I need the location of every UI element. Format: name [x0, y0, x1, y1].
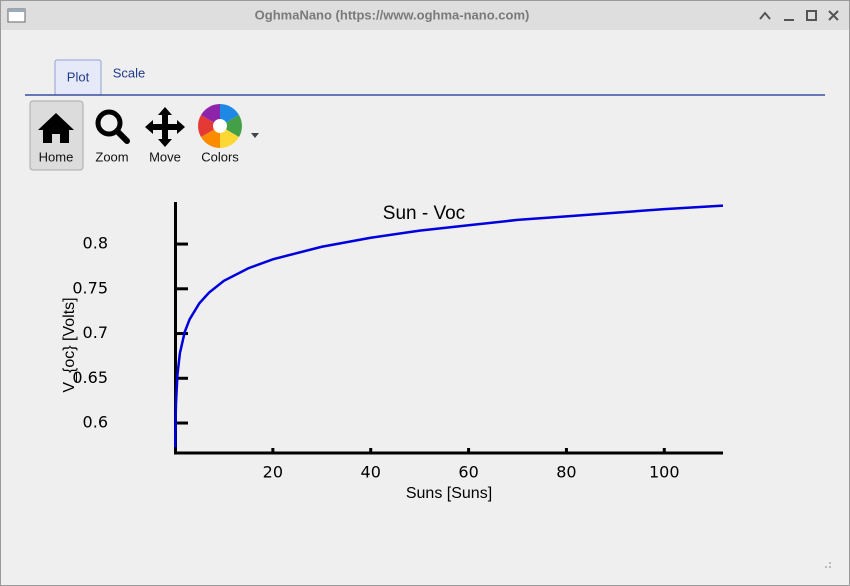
y-tick-label: 0.6: [83, 413, 108, 432]
wheel-center: [213, 119, 227, 133]
grip-dot: [825, 566, 827, 568]
wheel-segment: [201, 104, 220, 126]
y-tick-label: 0.8: [83, 234, 108, 253]
toolbar-label: Move: [149, 149, 181, 164]
wheel-segment: [220, 104, 239, 126]
restore-button[interactable]: [806, 10, 817, 21]
y-axis-label: V_{oc} [Volts]: [61, 297, 78, 392]
home-icon: [38, 113, 74, 143]
x-tick-label: 20: [263, 463, 283, 482]
x-tick-label: 100: [649, 463, 680, 482]
resize-grip[interactable]: [825, 562, 831, 568]
tab-label[interactable]: Plot: [67, 69, 90, 84]
data-line: [173, 204, 724, 448]
maximize-up-button[interactable]: [759, 11, 771, 20]
x-tick-label: 60: [458, 463, 478, 482]
home-button[interactable]: [29, 100, 84, 171]
tab-label[interactable]: Scale: [113, 65, 146, 80]
window-title: OghmaNano (https://www.oghma-nano.com): [255, 7, 530, 22]
toolbar-label: Home: [39, 149, 74, 164]
window-icon-bar: [8, 9, 25, 12]
grip-dot: [829, 566, 831, 568]
y-tick-label: 0.75: [72, 278, 108, 297]
x-tick-label: 80: [556, 463, 576, 482]
toolbar-label: Colors: [201, 149, 239, 164]
colors-icon[interactable]: [198, 104, 242, 148]
title-bar: [1, 1, 849, 30]
wheel-segment: [198, 115, 220, 137]
wheel-segment: [220, 126, 239, 148]
x-axis-label: Suns [Suns]: [406, 485, 492, 502]
zoom-icon[interactable]: [95, 109, 123, 137]
y-tick-label: 0.7: [83, 323, 108, 342]
move-icon[interactable]: [145, 107, 185, 147]
chart-title: Sun - Voc: [383, 203, 465, 224]
wheel-segment: [201, 126, 220, 148]
wheel-segment: [220, 115, 242, 137]
grip-dot: [829, 562, 831, 564]
colors-dropdown[interactable]: [251, 133, 259, 138]
x-tick-label: 40: [361, 463, 381, 482]
toolbar-label: Zoom: [95, 149, 128, 164]
zoom-icon-handle: [114, 128, 130, 144]
close-button[interactable]: [828, 10, 839, 21]
y-tick-label: 0.65: [72, 368, 108, 387]
